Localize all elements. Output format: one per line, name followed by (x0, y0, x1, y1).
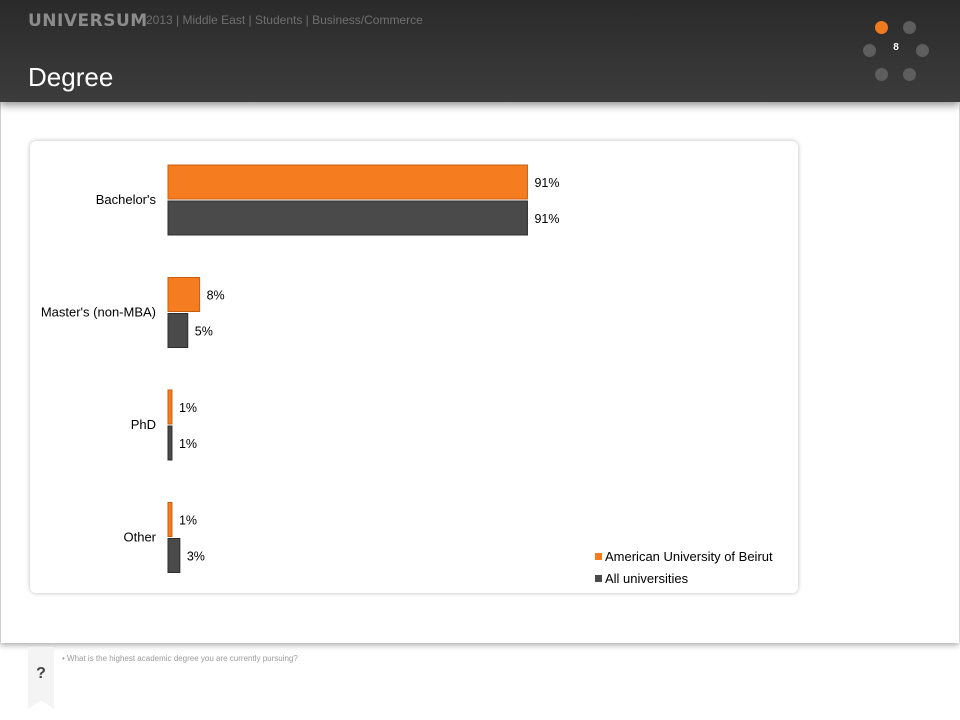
value-label-aub-bachelor-s: 91% (534, 176, 559, 190)
report-subtitle: 2013 | Middle East | Students | Business… (146, 13, 423, 27)
value-label-aub-master-s-non-mba: 8% (207, 289, 225, 303)
legend-swatch-all (595, 575, 602, 582)
degree-bar-chart: Bachelor's 91% 91% Master's (non-MBA) 8% 5% Ph… (41, 164, 773, 586)
chart-card: Bachelor's 91% 91% Master's (non-MBA) 8% 5% Ph… (30, 141, 798, 593)
nav-dot-6[interactable] (903, 68, 916, 81)
nav-dot-4[interactable] (916, 44, 929, 57)
value-label-aub-other: 1% (179, 514, 197, 528)
survey-question-text: What is the highest academic degree you … (67, 654, 298, 663)
nav-dot-3[interactable] (863, 44, 876, 57)
nav-dot-1[interactable] (875, 21, 888, 34)
category-label-master-s-non-mba: Master's (non-MBA) (41, 305, 156, 320)
bar-all-other (167, 538, 181, 573)
header-bar: UNIVERSUM 2013 | Middle East | Students … (0, 0, 960, 102)
bar-all-phd (167, 425, 173, 461)
legend-label-aub: American University of Beirut (605, 549, 773, 564)
category-label-bachelor-s: Bachelor's (96, 192, 157, 207)
value-label-all-other: 3% (187, 550, 205, 564)
bar-aub-master-s-non-mba (167, 277, 201, 312)
survey-question-footnote: • What is the highest academic degree yo… (62, 654, 298, 663)
value-label-all-phd: 1% (179, 437, 197, 451)
question-mark-icon: ? (36, 665, 46, 682)
nav-dot-2[interactable] (903, 21, 916, 34)
nav-dot-5[interactable] (875, 68, 888, 81)
page-number: 8 (893, 42, 899, 53)
category-label-other: Other (123, 530, 156, 545)
bar-aub-other (167, 502, 173, 537)
value-label-all-master-s-non-mba: 5% (195, 325, 213, 339)
category-label-phd: PhD (131, 417, 156, 432)
legend-label-all: All universities (605, 571, 689, 586)
page-title: Degree (28, 62, 114, 92)
help-tab[interactable]: ? (28, 647, 54, 709)
bar-all-bachelor-s (167, 200, 528, 236)
page-navigator[interactable]: 8 (858, 16, 938, 86)
legend-swatch-aub (595, 553, 602, 560)
value-label-aub-phd: 1% (179, 401, 197, 415)
bar-aub-bachelor-s (167, 164, 528, 200)
bar-aub-phd (167, 389, 173, 425)
brand-logo: UNIVERSUM (28, 11, 148, 31)
bar-all-master-s-non-mba (167, 313, 189, 348)
value-label-all-bachelor-s: 91% (534, 212, 559, 226)
